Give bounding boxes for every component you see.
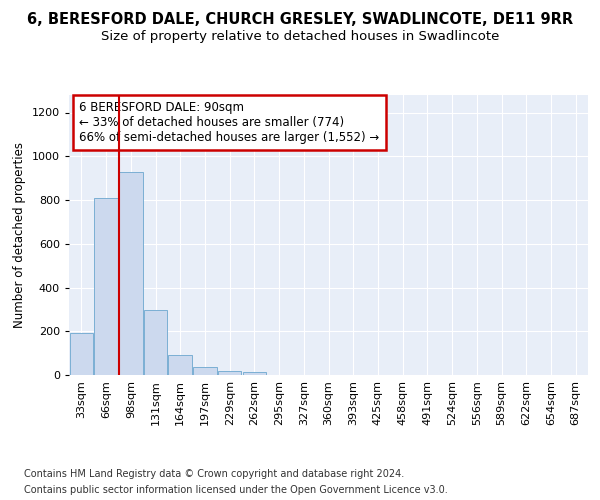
Text: Contains HM Land Registry data © Crown copyright and database right 2024.: Contains HM Land Registry data © Crown c… bbox=[24, 469, 404, 479]
Text: Size of property relative to detached houses in Swadlincote: Size of property relative to detached ho… bbox=[101, 30, 499, 43]
Bar bbox=[119, 172, 143, 375]
Bar bbox=[169, 356, 192, 375]
Bar bbox=[94, 198, 118, 375]
Bar bbox=[218, 370, 241, 375]
Text: 6, BERESFORD DALE, CHURCH GRESLEY, SWADLINCOTE, DE11 9RR: 6, BERESFORD DALE, CHURCH GRESLEY, SWADL… bbox=[27, 12, 573, 28]
Bar bbox=[70, 334, 93, 375]
Bar bbox=[242, 372, 266, 375]
Y-axis label: Number of detached properties: Number of detached properties bbox=[13, 142, 26, 328]
Text: Contains public sector information licensed under the Open Government Licence v3: Contains public sector information licen… bbox=[24, 485, 448, 495]
Text: 6 BERESFORD DALE: 90sqm
← 33% of detached houses are smaller (774)
66% of semi-d: 6 BERESFORD DALE: 90sqm ← 33% of detache… bbox=[79, 100, 380, 144]
Bar bbox=[144, 310, 167, 375]
Bar bbox=[193, 366, 217, 375]
